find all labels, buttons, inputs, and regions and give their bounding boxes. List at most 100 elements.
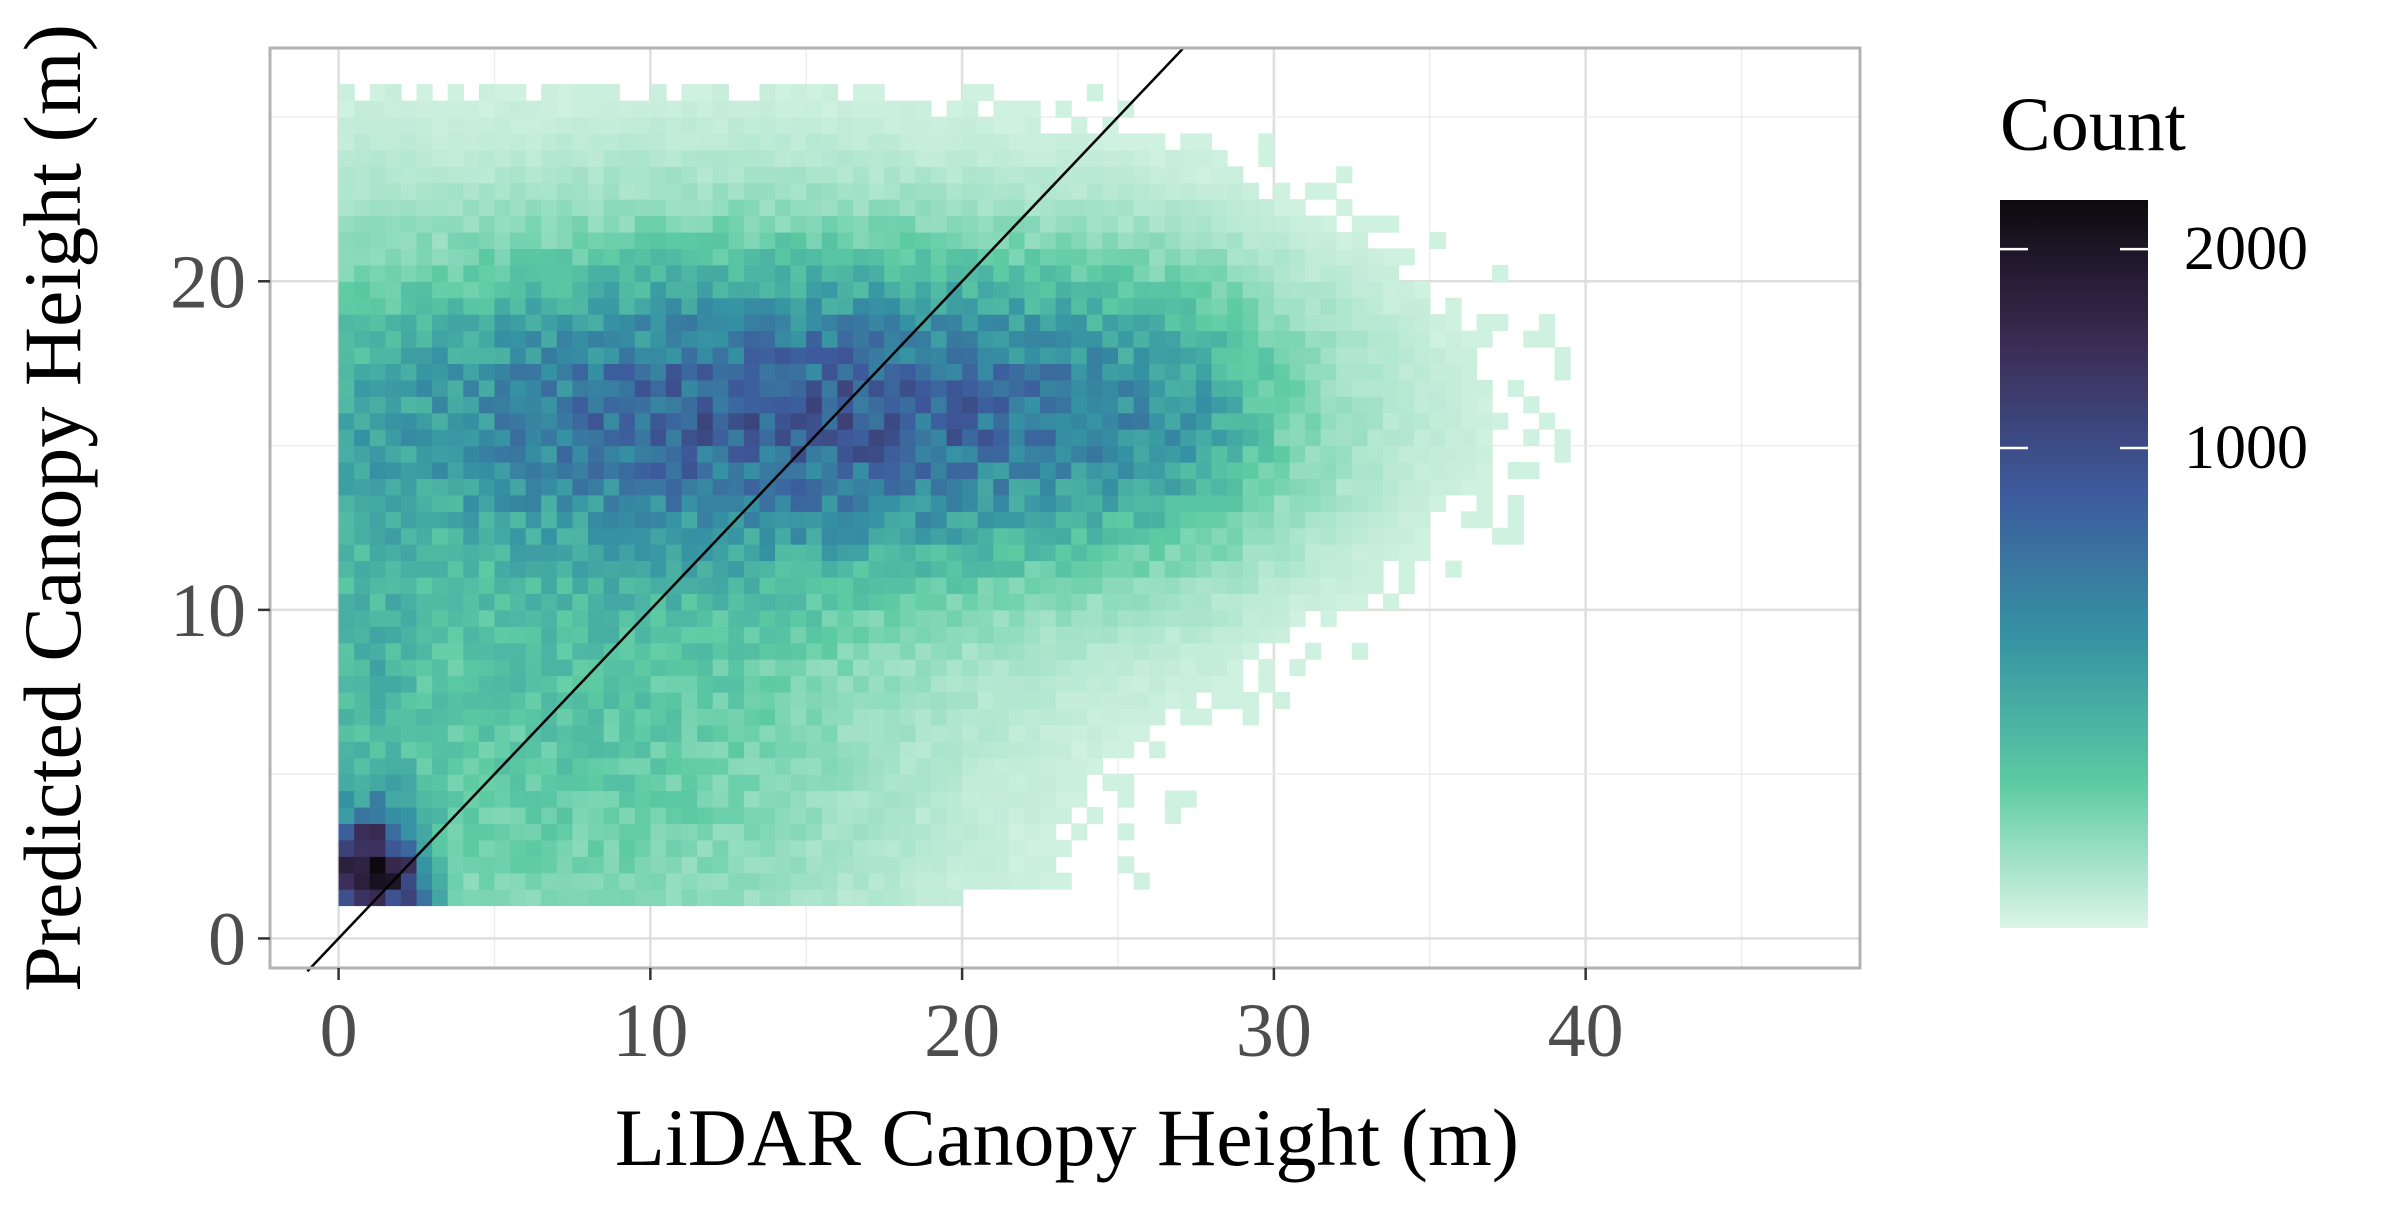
heatmap-cell	[977, 807, 994, 824]
heatmap-cell	[1273, 609, 1291, 627]
heatmap-cell	[1008, 396, 1026, 414]
heatmap-cell	[588, 182, 605, 200]
heatmap-cell	[915, 412, 932, 430]
heatmap-cell	[1118, 445, 1135, 463]
heatmap-cell	[572, 593, 589, 611]
heatmap-cell	[416, 248, 433, 266]
heatmap-cell	[1258, 659, 1275, 677]
heatmap-cell	[1008, 478, 1026, 496]
heatmap-cell	[494, 429, 511, 447]
heatmap-cell	[790, 872, 807, 890]
heatmap-cell	[993, 462, 1010, 479]
heatmap-cell	[1305, 445, 1322, 463]
heatmap-cell	[775, 807, 792, 824]
heatmap-cell	[572, 609, 589, 627]
heatmap-cell	[915, 560, 932, 578]
heatmap-cell	[1071, 511, 1088, 529]
heatmap-cell	[884, 297, 901, 315]
heatmap-cell	[915, 429, 932, 447]
heatmap-cell	[447, 100, 464, 118]
heatmap-cell	[868, 117, 885, 134]
heatmap-cell	[1008, 330, 1026, 348]
heatmap-cell	[962, 659, 979, 677]
heatmap-cell	[463, 511, 480, 529]
heatmap-cell	[681, 412, 698, 430]
heatmap-cell	[884, 232, 901, 249]
heatmap-cell	[1242, 642, 1259, 660]
heatmap-cell	[712, 363, 729, 381]
heatmap-cell	[1227, 379, 1244, 397]
heatmap-cell	[510, 133, 527, 151]
heatmap-cell	[853, 609, 870, 627]
heatmap-cell	[416, 281, 433, 299]
heatmap-cell	[790, 626, 807, 644]
heatmap-cell	[1102, 478, 1119, 496]
heatmap-cell	[930, 823, 948, 841]
heatmap-cell	[759, 248, 776, 266]
heatmap-cell	[1258, 297, 1275, 315]
heatmap-cell	[1211, 314, 1228, 332]
heatmap-cell	[712, 872, 729, 890]
heatmap-cell	[572, 839, 589, 857]
heatmap-cell	[525, 396, 542, 414]
heatmap-cell	[1305, 560, 1322, 578]
heatmap-cell	[400, 807, 418, 824]
heatmap-cell	[665, 692, 683, 709]
heatmap-cell	[728, 133, 745, 151]
heatmap-cell	[556, 560, 573, 578]
heatmap-cell	[821, 527, 838, 545]
heatmap-cell	[416, 757, 433, 775]
heatmap-cell	[1414, 281, 1431, 299]
heatmap-cell	[385, 889, 402, 907]
heatmap-cell	[385, 232, 402, 249]
heatmap-cell	[588, 577, 605, 594]
heatmap-cell	[775, 577, 792, 594]
heatmap-cell	[510, 462, 527, 479]
heatmap-cell	[728, 314, 745, 332]
heatmap-cell	[1258, 412, 1275, 430]
heatmap-cell	[1149, 462, 1166, 479]
heatmap-cell	[837, 692, 854, 709]
heatmap-cell	[665, 511, 683, 529]
heatmap-cell	[728, 626, 745, 644]
heatmap-cell	[743, 527, 761, 545]
heatmap-cell	[572, 117, 589, 134]
heatmap-cell	[1133, 133, 1150, 151]
heatmap-cell	[806, 807, 823, 824]
heatmap-cell	[775, 232, 792, 249]
heatmap-cell	[1133, 149, 1150, 167]
heatmap-cell	[915, 692, 932, 709]
heatmap-cell	[665, 889, 683, 907]
heatmap-cell	[400, 544, 418, 562]
heatmap-cell	[806, 642, 823, 660]
heatmap-cell	[541, 396, 558, 414]
heatmap-cell	[354, 544, 371, 562]
heatmap-cell	[962, 626, 979, 644]
heatmap-cell	[541, 264, 558, 282]
heatmap-cell	[899, 839, 916, 857]
heatmap-cell	[1008, 741, 1026, 759]
heatmap-cell	[1195, 478, 1213, 496]
heatmap-cell	[650, 478, 667, 496]
heatmap-cell	[930, 199, 948, 217]
heatmap-cell	[1040, 232, 1057, 249]
heatmap-cell	[1320, 215, 1337, 233]
heatmap-cell	[899, 133, 916, 151]
heatmap-cell	[1476, 494, 1493, 512]
heatmap-cell	[728, 839, 745, 857]
heatmap-cell	[759, 757, 776, 775]
heatmap-cell	[899, 379, 916, 397]
heatmap-cell	[400, 823, 418, 841]
heatmap-cell	[400, 511, 418, 529]
heatmap-cell	[1398, 248, 1415, 266]
heatmap-cell	[634, 790, 651, 808]
heatmap-cell	[821, 248, 838, 266]
heatmap-cell	[977, 445, 994, 463]
heatmap-cell	[541, 527, 558, 545]
heatmap-cell	[338, 149, 355, 167]
heatmap-cell	[868, 264, 885, 282]
heatmap-cell	[1040, 248, 1057, 266]
heatmap-cell	[619, 790, 636, 808]
heatmap-cell	[1289, 560, 1306, 578]
heatmap-cell	[1305, 232, 1322, 249]
